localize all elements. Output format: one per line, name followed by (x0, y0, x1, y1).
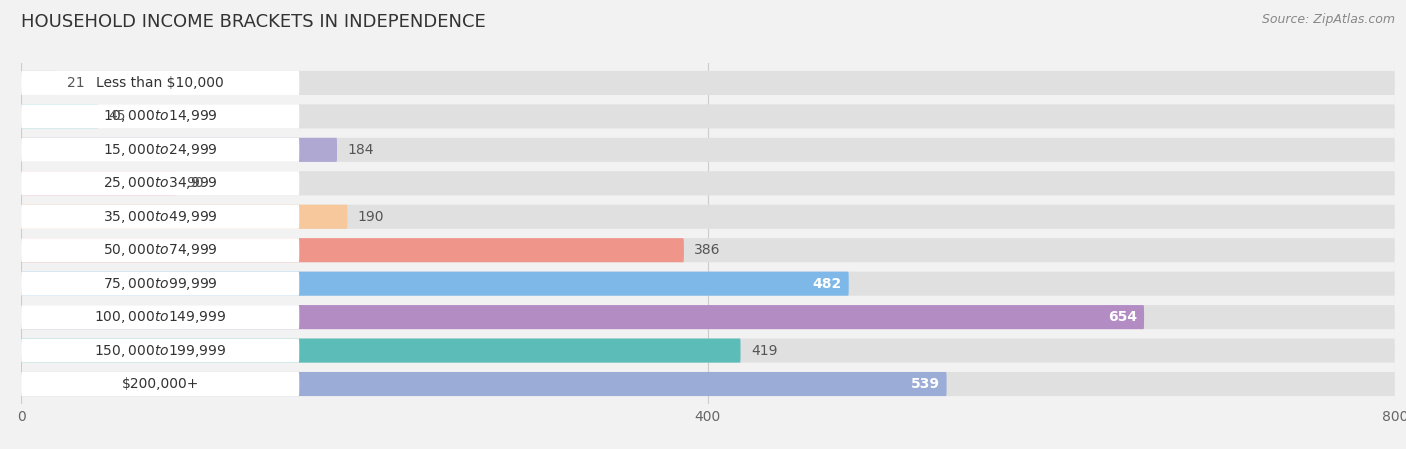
Text: 21: 21 (67, 76, 86, 90)
Text: Source: ZipAtlas.com: Source: ZipAtlas.com (1261, 13, 1395, 26)
Text: $75,000 to $99,999: $75,000 to $99,999 (103, 276, 218, 292)
Text: $200,000+: $200,000+ (121, 377, 198, 391)
FancyBboxPatch shape (21, 372, 946, 396)
Text: 190: 190 (357, 210, 384, 224)
FancyBboxPatch shape (21, 138, 337, 162)
FancyBboxPatch shape (21, 171, 299, 195)
FancyBboxPatch shape (21, 339, 741, 363)
FancyBboxPatch shape (21, 272, 299, 296)
FancyBboxPatch shape (21, 71, 299, 95)
FancyBboxPatch shape (21, 272, 849, 296)
FancyBboxPatch shape (21, 104, 1395, 128)
FancyBboxPatch shape (21, 71, 58, 95)
FancyBboxPatch shape (21, 71, 1395, 95)
FancyBboxPatch shape (21, 205, 1395, 229)
FancyBboxPatch shape (21, 372, 299, 396)
FancyBboxPatch shape (21, 238, 683, 262)
Text: $35,000 to $49,999: $35,000 to $49,999 (103, 209, 218, 225)
FancyBboxPatch shape (21, 171, 176, 195)
FancyBboxPatch shape (21, 238, 299, 262)
FancyBboxPatch shape (21, 272, 1395, 296)
FancyBboxPatch shape (21, 305, 1395, 329)
FancyBboxPatch shape (21, 238, 1395, 262)
Text: 419: 419 (751, 343, 778, 357)
FancyBboxPatch shape (21, 339, 1395, 363)
Text: $10,000 to $14,999: $10,000 to $14,999 (103, 108, 218, 124)
Text: $100,000 to $149,999: $100,000 to $149,999 (94, 309, 226, 325)
FancyBboxPatch shape (21, 104, 98, 128)
Text: HOUSEHOLD INCOME BRACKETS IN INDEPENDENCE: HOUSEHOLD INCOME BRACKETS IN INDEPENDENC… (21, 13, 486, 31)
FancyBboxPatch shape (21, 138, 299, 162)
FancyBboxPatch shape (21, 205, 347, 229)
FancyBboxPatch shape (21, 104, 299, 128)
Text: $150,000 to $199,999: $150,000 to $199,999 (94, 343, 226, 359)
FancyBboxPatch shape (21, 205, 299, 229)
Text: $15,000 to $24,999: $15,000 to $24,999 (103, 142, 218, 158)
FancyBboxPatch shape (21, 372, 1395, 396)
Text: $25,000 to $34,999: $25,000 to $34,999 (103, 175, 218, 191)
Text: 45: 45 (108, 110, 127, 123)
FancyBboxPatch shape (21, 171, 1395, 195)
Text: Less than $10,000: Less than $10,000 (96, 76, 224, 90)
FancyBboxPatch shape (21, 305, 299, 329)
FancyBboxPatch shape (21, 305, 1144, 329)
FancyBboxPatch shape (21, 339, 299, 363)
Text: 654: 654 (1108, 310, 1137, 324)
FancyBboxPatch shape (21, 138, 1395, 162)
Text: 184: 184 (347, 143, 374, 157)
Text: 539: 539 (911, 377, 939, 391)
Text: 386: 386 (695, 243, 721, 257)
Text: $50,000 to $74,999: $50,000 to $74,999 (103, 242, 218, 258)
Text: 90: 90 (186, 176, 204, 190)
Text: 482: 482 (813, 277, 842, 291)
